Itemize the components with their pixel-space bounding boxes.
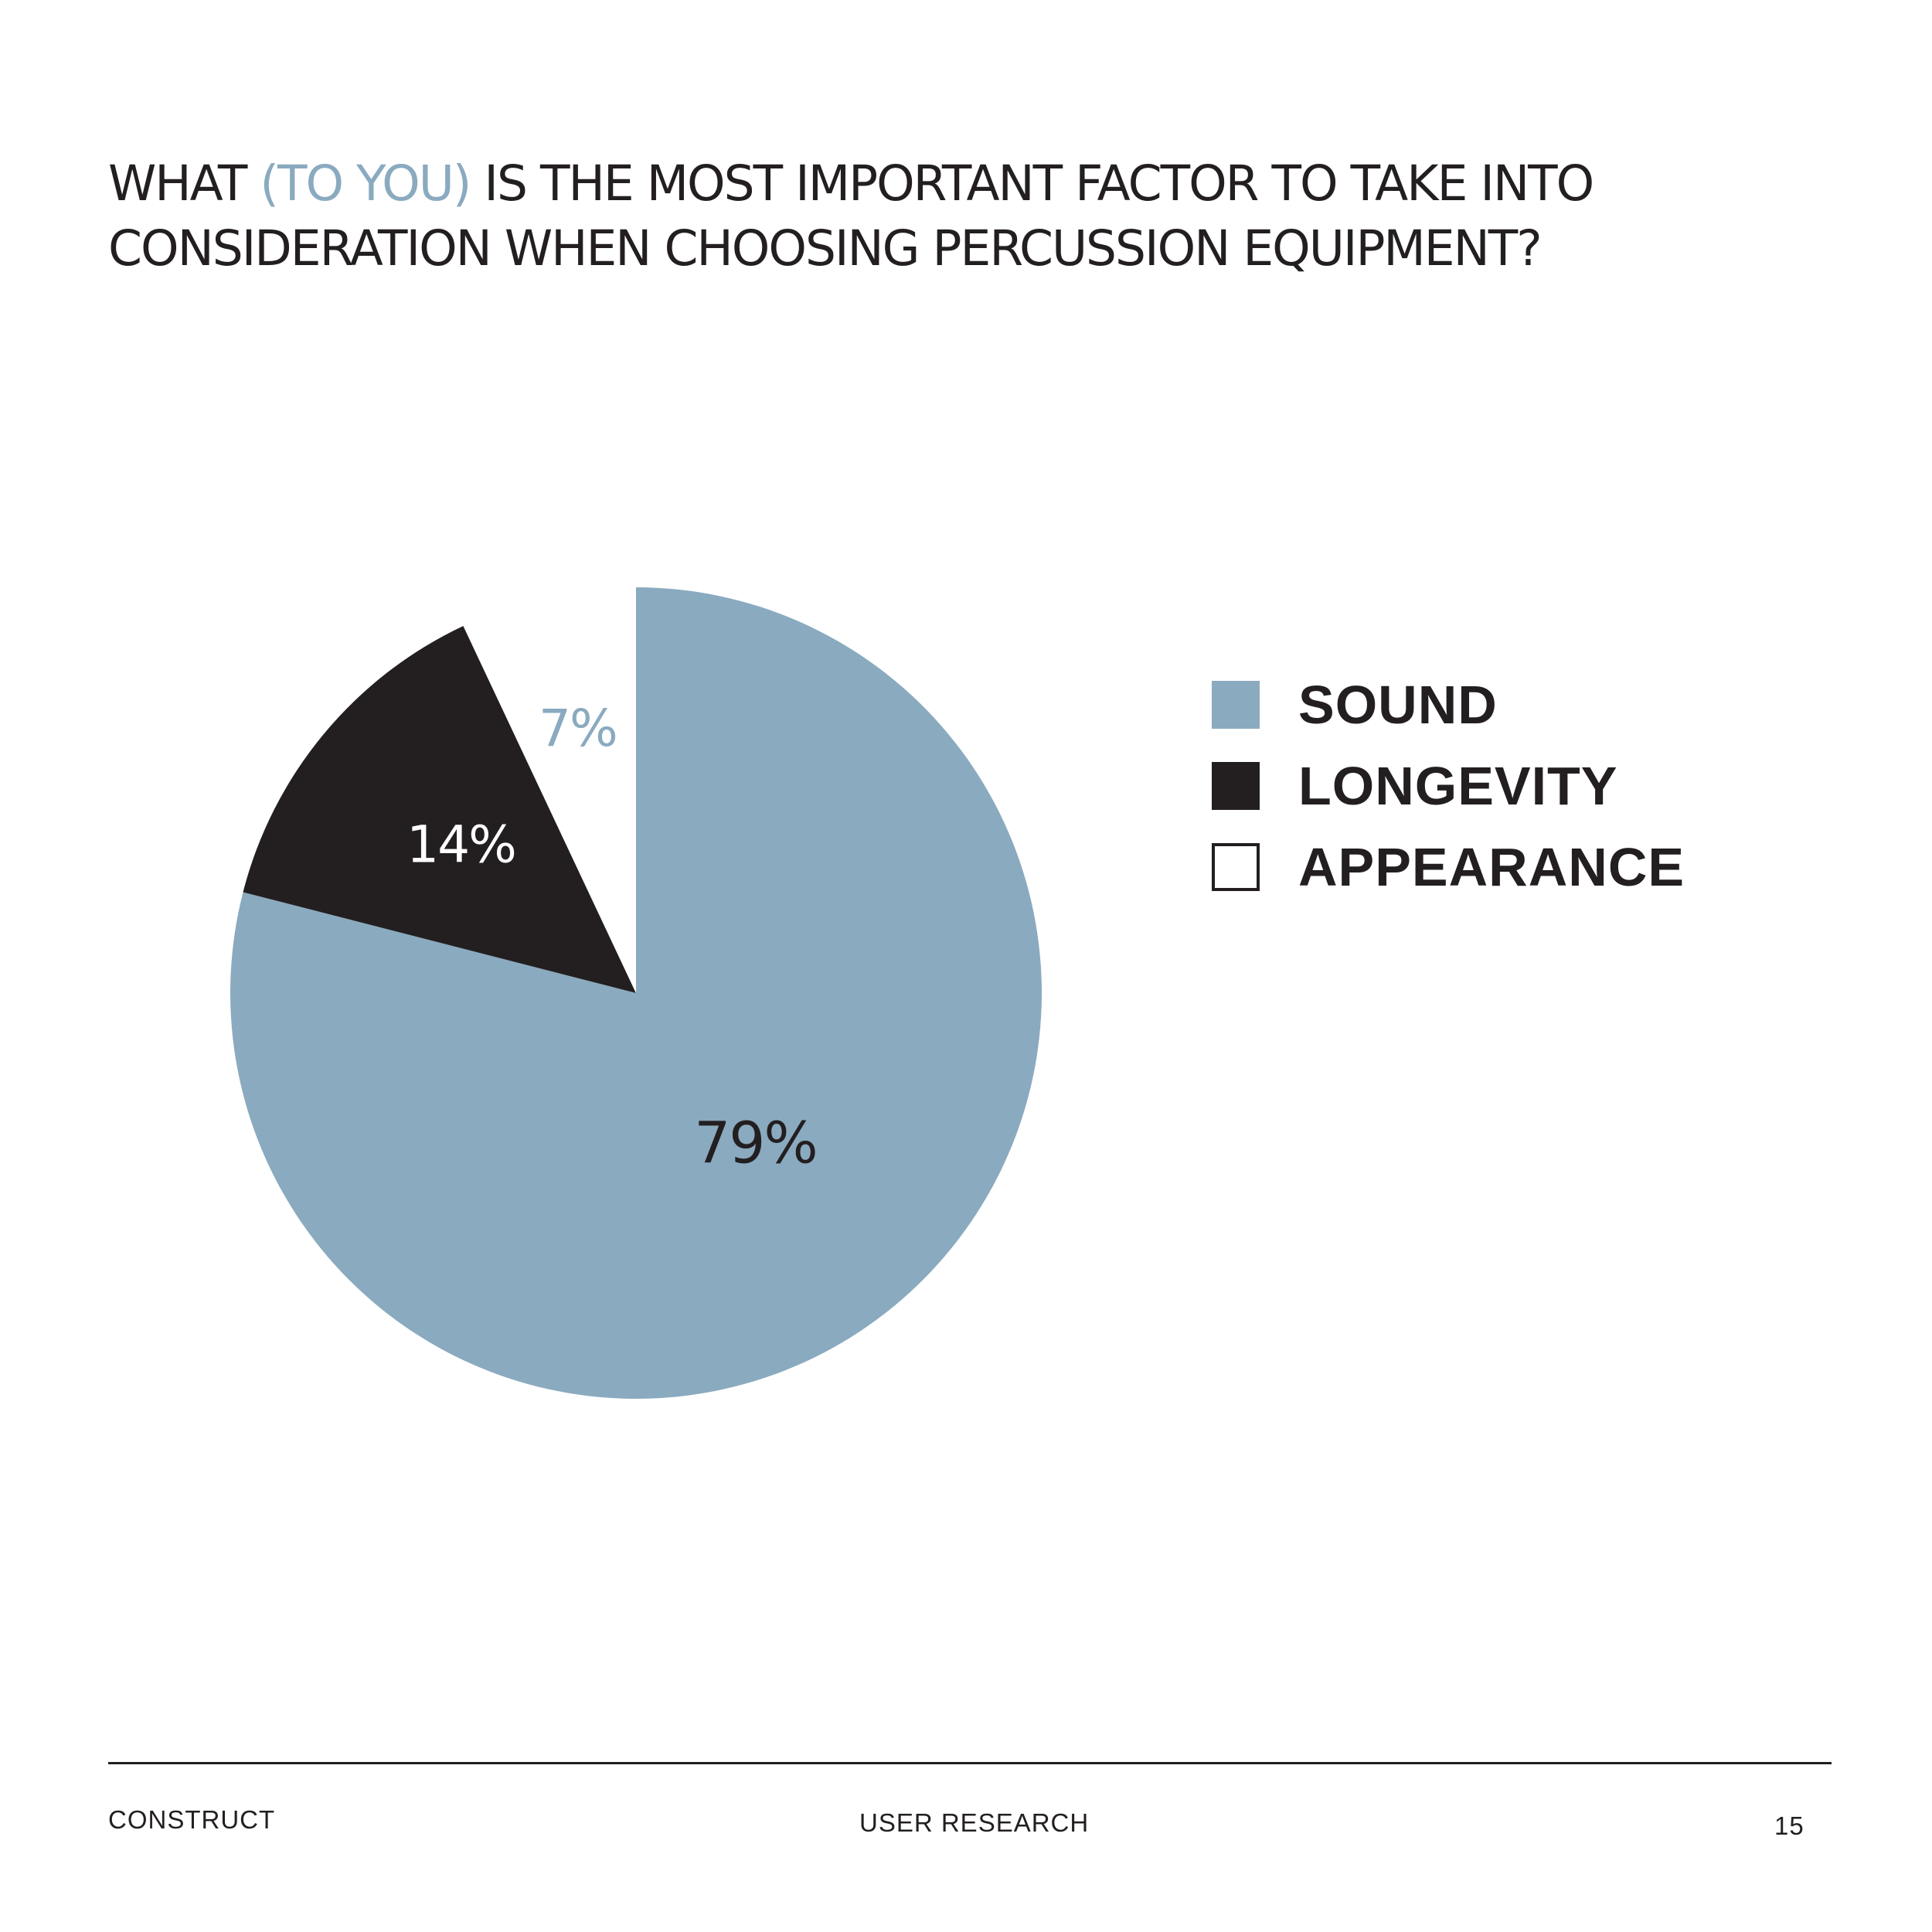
legend-item-longevity: LONGEVITY bbox=[1212, 756, 1685, 816]
legend-label-sound: SOUND bbox=[1298, 675, 1498, 735]
data-label-sound: 79% bbox=[694, 1111, 816, 1177]
legend-label-appearance: APPEARANCE bbox=[1298, 837, 1685, 897]
legend-label-longevity: LONGEVITY bbox=[1298, 756, 1618, 816]
footer-divider bbox=[108, 1762, 1832, 1764]
title-part-1: WHAT bbox=[108, 155, 260, 212]
pie-slice-appearance bbox=[463, 587, 636, 993]
data-label-appearance: 7% bbox=[539, 699, 617, 758]
data-label-longevity: 14% bbox=[406, 815, 515, 875]
page-number: 15 bbox=[1774, 1811, 1804, 1840]
legend-item-appearance: APPEARANCE bbox=[1212, 837, 1685, 897]
legend-swatch-sound bbox=[1212, 681, 1260, 729]
legend-swatch-appearance bbox=[1212, 843, 1260, 891]
footer-section: USER RESEARCH bbox=[859, 1808, 1090, 1837]
title-highlight: (TO YOU) bbox=[260, 155, 471, 212]
page-title: WHAT (TO YOU) IS THE MOST IMPORTANT FACT… bbox=[108, 151, 1855, 281]
chart-legend: SOUND LONGEVITY APPEARANCE bbox=[1212, 675, 1685, 923]
legend-item-sound: SOUND bbox=[1212, 675, 1685, 735]
footer-brand: CONSTRUCT bbox=[108, 1805, 276, 1834]
title-line-2: CONSIDERATION WHEN CHOOSING PERCUSSION E… bbox=[108, 220, 1543, 277]
legend-swatch-longevity bbox=[1212, 762, 1260, 810]
pie-slice-longevity bbox=[243, 625, 636, 993]
title-part-2: IS THE MOST IMPORTANT FACTOR TO TAKE INT… bbox=[470, 155, 1594, 212]
